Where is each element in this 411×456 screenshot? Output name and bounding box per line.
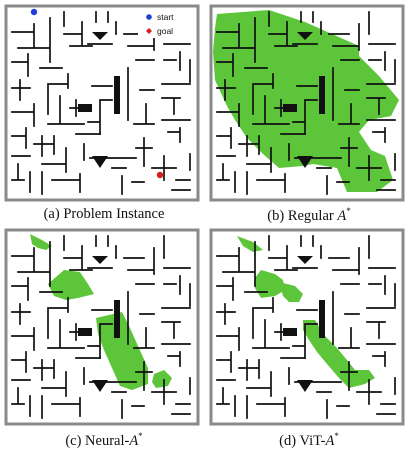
legend-start-label: start [157,12,174,22]
maze-map-b [209,4,405,202]
panel-vit-astar [209,228,405,426]
goal-marker [157,172,163,178]
caption-neural-astar: (c) Neural-A* [4,431,204,450]
start-marker [31,9,37,15]
caption-label: (b) [267,208,284,224]
legend: start goal [138,8,196,38]
caption-problem-instance: (a) Problem Instance [4,206,204,223]
panel-problem-instance: start goal [4,4,200,202]
caption-vit-astar: (d) ViT-A* [209,431,409,450]
caption-label: (a) [44,206,60,222]
maze-map-d [209,228,405,426]
caption-text: ViT-A* [299,433,338,449]
maze-map-c [4,228,200,426]
maze-map-a: start goal [4,4,200,202]
panel-regular-astar [209,4,405,202]
caption-label: (d) [279,433,296,449]
caption-text: Regular A* [288,208,351,224]
caption-label: (c) [65,433,81,449]
caption-text: Problem Instance [63,206,164,222]
legend-goal-label: goal [157,26,173,36]
panel-neural-astar [4,228,200,426]
legend-start-dot [146,14,152,20]
caption-text: Neural-A* [85,433,143,449]
caption-regular-astar: (b) Regular A* [209,206,409,225]
